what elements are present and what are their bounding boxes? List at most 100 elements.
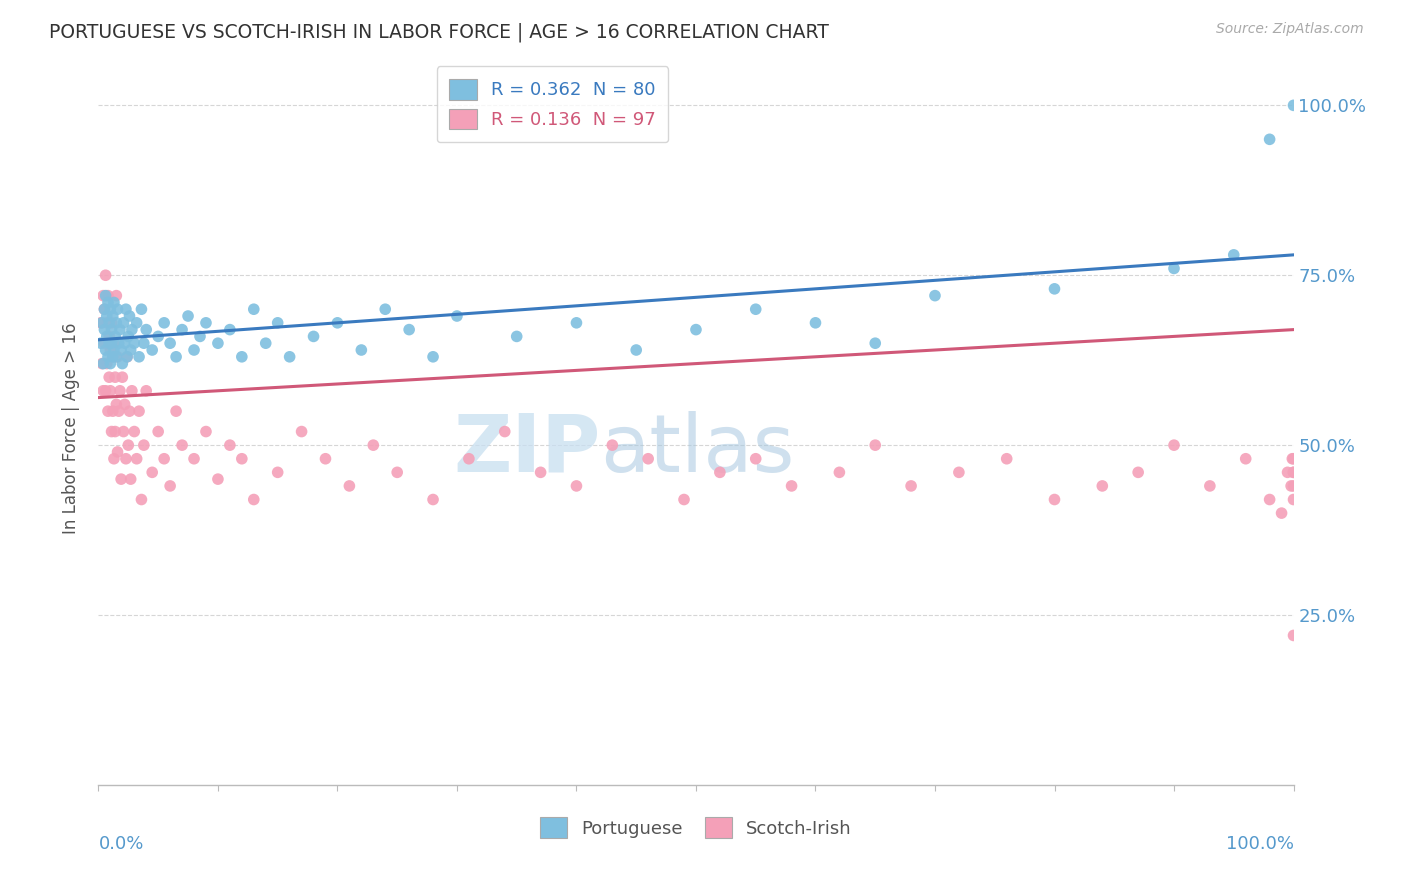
Point — [128, 404, 150, 418]
Text: Source: ZipAtlas.com: Source: ZipAtlas.com — [1216, 22, 1364, 37]
Point — [207, 336, 229, 351]
Point — [165, 404, 187, 418]
Point — [90, 316, 112, 330]
Legend: Portuguese, Scotch-Irish: Portuguese, Scotch-Irish — [531, 808, 860, 847]
Point — [107, 445, 129, 459]
Point — [326, 316, 349, 330]
Point — [1163, 438, 1185, 452]
Point — [385, 466, 409, 480]
Point — [124, 336, 146, 351]
Point — [111, 370, 134, 384]
Point — [121, 384, 143, 398]
Point — [195, 316, 218, 330]
Point — [98, 316, 121, 330]
Point — [91, 357, 114, 371]
Point — [153, 451, 176, 466]
Point — [112, 425, 135, 439]
Point — [231, 451, 253, 466]
Point — [105, 316, 128, 330]
Point — [94, 384, 117, 398]
Point — [117, 329, 139, 343]
Point — [1199, 479, 1222, 493]
Point — [94, 343, 117, 357]
Point — [98, 336, 121, 351]
Point — [101, 350, 124, 364]
Point — [267, 316, 290, 330]
Point — [626, 343, 648, 357]
Point — [110, 472, 132, 486]
Point — [103, 336, 125, 351]
Point — [159, 336, 181, 351]
Point — [98, 370, 121, 384]
Point — [91, 357, 114, 371]
Point — [1281, 451, 1303, 466]
Point — [148, 425, 170, 439]
Point — [96, 329, 118, 343]
Point — [530, 466, 553, 480]
Text: PORTUGUESE VS SCOTCH-IRISH IN LABOR FORCE | AGE > 16 CORRELATION CHART: PORTUGUESE VS SCOTCH-IRISH IN LABOR FORC… — [49, 22, 830, 42]
Point — [900, 479, 922, 493]
Point — [135, 323, 157, 337]
Point — [1258, 132, 1281, 146]
Point — [172, 438, 194, 452]
Point — [115, 302, 138, 317]
Point — [1282, 451, 1305, 466]
Point — [165, 350, 187, 364]
Point — [100, 425, 122, 439]
Point — [153, 316, 176, 330]
Point — [115, 451, 138, 466]
Point — [709, 466, 731, 480]
Point — [1163, 261, 1185, 276]
Point — [100, 336, 122, 351]
Point — [1282, 98, 1305, 112]
Point — [105, 288, 128, 302]
Point — [278, 350, 301, 364]
Point — [948, 466, 970, 480]
Point — [125, 316, 148, 330]
Point — [128, 350, 150, 364]
Text: 0.0%: 0.0% — [98, 835, 143, 853]
Point — [506, 329, 529, 343]
Point — [98, 329, 121, 343]
Point — [90, 336, 112, 351]
Point — [118, 309, 141, 323]
Point — [458, 451, 481, 466]
Point — [1282, 466, 1305, 480]
Point — [115, 350, 138, 364]
Point — [108, 384, 131, 398]
Point — [118, 404, 141, 418]
Point — [302, 329, 325, 343]
Point — [602, 438, 624, 452]
Point — [93, 302, 115, 317]
Point — [183, 451, 205, 466]
Point — [132, 438, 155, 452]
Point — [135, 384, 157, 398]
Point — [291, 425, 314, 439]
Point — [188, 329, 211, 343]
Point — [172, 323, 194, 337]
Point — [107, 302, 129, 317]
Point — [804, 316, 827, 330]
Point — [100, 316, 122, 330]
Point — [350, 343, 373, 357]
Point — [96, 309, 118, 323]
Point — [637, 451, 659, 466]
Text: 100.0%: 100.0% — [1226, 835, 1294, 853]
Point — [93, 323, 115, 337]
Point — [141, 343, 163, 357]
Point — [745, 302, 768, 317]
Point — [243, 302, 266, 317]
Point — [207, 472, 229, 486]
Point — [183, 343, 205, 357]
Point — [1043, 492, 1066, 507]
Point — [745, 451, 768, 466]
Point — [780, 479, 803, 493]
Point — [93, 302, 115, 317]
Point — [105, 350, 128, 364]
Point — [865, 336, 887, 351]
Point — [1279, 479, 1302, 493]
Point — [865, 438, 887, 452]
Point — [131, 492, 153, 507]
Point — [107, 336, 129, 351]
Point — [93, 336, 115, 351]
